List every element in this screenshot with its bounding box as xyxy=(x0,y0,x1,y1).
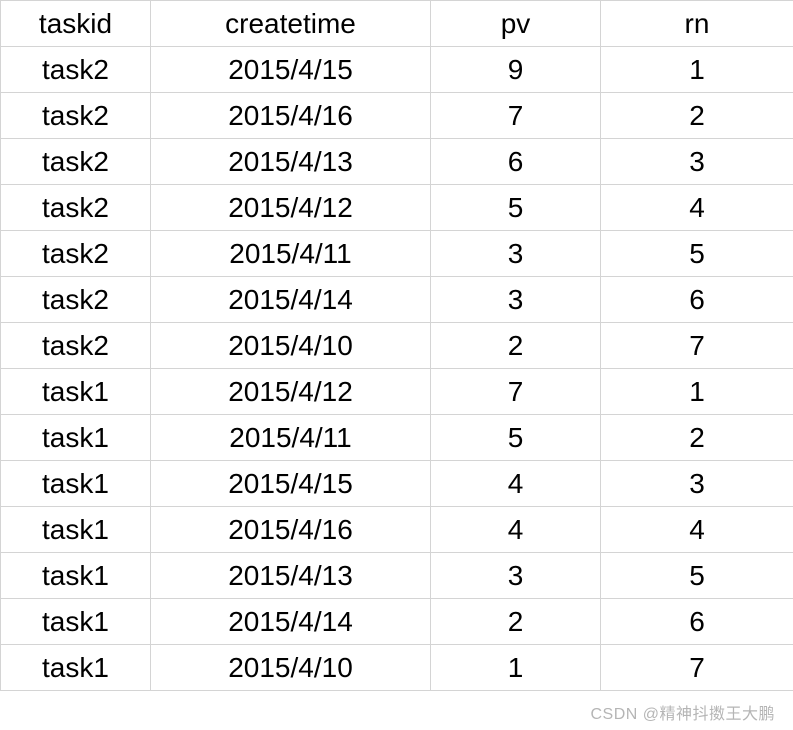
cell-createtime: 2015/4/12 xyxy=(151,185,431,231)
cell-pv: 3 xyxy=(431,277,601,323)
table-row: task1 2015/4/12 7 1 xyxy=(1,369,793,415)
cell-pv: 5 xyxy=(431,185,601,231)
cell-taskid: task2 xyxy=(1,323,151,369)
cell-rn: 1 xyxy=(601,369,793,415)
cell-createtime: 2015/4/13 xyxy=(151,553,431,599)
cell-pv: 5 xyxy=(431,415,601,461)
cell-rn: 6 xyxy=(601,277,793,323)
table-row: task1 2015/4/13 3 5 xyxy=(1,553,793,599)
cell-createtime: 2015/4/16 xyxy=(151,507,431,553)
cell-rn: 5 xyxy=(601,231,793,277)
cell-taskid: task2 xyxy=(1,93,151,139)
cell-createtime: 2015/4/15 xyxy=(151,461,431,507)
data-table: taskid createtime pv rn task2 2015/4/15 … xyxy=(0,0,793,691)
cell-createtime: 2015/4/11 xyxy=(151,231,431,277)
table-row: task1 2015/4/14 2 6 xyxy=(1,599,793,645)
cell-taskid: task1 xyxy=(1,461,151,507)
cell-rn: 4 xyxy=(601,185,793,231)
cell-pv: 7 xyxy=(431,369,601,415)
cell-pv: 4 xyxy=(431,507,601,553)
cell-taskid: task2 xyxy=(1,139,151,185)
cell-rn: 6 xyxy=(601,599,793,645)
cell-createtime: 2015/4/11 xyxy=(151,415,431,461)
cell-pv: 3 xyxy=(431,553,601,599)
cell-pv: 6 xyxy=(431,139,601,185)
col-header-pv: pv xyxy=(431,1,601,47)
cell-pv: 1 xyxy=(431,645,601,691)
cell-rn: 1 xyxy=(601,47,793,93)
table-row: task2 2015/4/15 9 1 xyxy=(1,47,793,93)
cell-taskid: task1 xyxy=(1,553,151,599)
cell-createtime: 2015/4/12 xyxy=(151,369,431,415)
cell-rn: 3 xyxy=(601,139,793,185)
cell-taskid: task1 xyxy=(1,507,151,553)
table-header-row: taskid createtime pv rn xyxy=(1,1,793,47)
cell-createtime: 2015/4/10 xyxy=(151,645,431,691)
table-row: task1 2015/4/15 4 3 xyxy=(1,461,793,507)
cell-pv: 7 xyxy=(431,93,601,139)
cell-pv: 9 xyxy=(431,47,601,93)
cell-pv: 2 xyxy=(431,599,601,645)
table-row: task2 2015/4/12 5 4 xyxy=(1,185,793,231)
cell-createtime: 2015/4/10 xyxy=(151,323,431,369)
cell-pv: 2 xyxy=(431,323,601,369)
cell-createtime: 2015/4/16 xyxy=(151,93,431,139)
cell-taskid: task1 xyxy=(1,369,151,415)
cell-rn: 2 xyxy=(601,415,793,461)
cell-taskid: task1 xyxy=(1,645,151,691)
table-row: task2 2015/4/11 3 5 xyxy=(1,231,793,277)
cell-taskid: task1 xyxy=(1,599,151,645)
cell-createtime: 2015/4/15 xyxy=(151,47,431,93)
cell-pv: 3 xyxy=(431,231,601,277)
cell-pv: 4 xyxy=(431,461,601,507)
watermark-text: CSDN @精神抖擞王大鹏 xyxy=(590,700,775,724)
cell-rn: 7 xyxy=(601,323,793,369)
table-row: task2 2015/4/10 2 7 xyxy=(1,323,793,369)
table-body: task2 2015/4/15 9 1 task2 2015/4/16 7 2 … xyxy=(1,47,793,691)
col-header-createtime: createtime xyxy=(151,1,431,47)
cell-createtime: 2015/4/14 xyxy=(151,277,431,323)
cell-rn: 5 xyxy=(601,553,793,599)
table-row: task1 2015/4/16 4 4 xyxy=(1,507,793,553)
cell-taskid: task2 xyxy=(1,231,151,277)
cell-rn: 2 xyxy=(601,93,793,139)
cell-rn: 4 xyxy=(601,507,793,553)
cell-taskid: task2 xyxy=(1,47,151,93)
table-row: task1 2015/4/10 1 7 xyxy=(1,645,793,691)
cell-taskid: task2 xyxy=(1,277,151,323)
table-row: task1 2015/4/11 5 2 xyxy=(1,415,793,461)
table-row: task2 2015/4/14 3 6 xyxy=(1,277,793,323)
cell-rn: 3 xyxy=(601,461,793,507)
table-row: task2 2015/4/13 6 3 xyxy=(1,139,793,185)
cell-taskid: task2 xyxy=(1,185,151,231)
cell-taskid: task1 xyxy=(1,415,151,461)
col-header-taskid: taskid xyxy=(1,1,151,47)
table-row: task2 2015/4/16 7 2 xyxy=(1,93,793,139)
cell-createtime: 2015/4/13 xyxy=(151,139,431,185)
cell-rn: 7 xyxy=(601,645,793,691)
cell-createtime: 2015/4/14 xyxy=(151,599,431,645)
col-header-rn: rn xyxy=(601,1,793,47)
